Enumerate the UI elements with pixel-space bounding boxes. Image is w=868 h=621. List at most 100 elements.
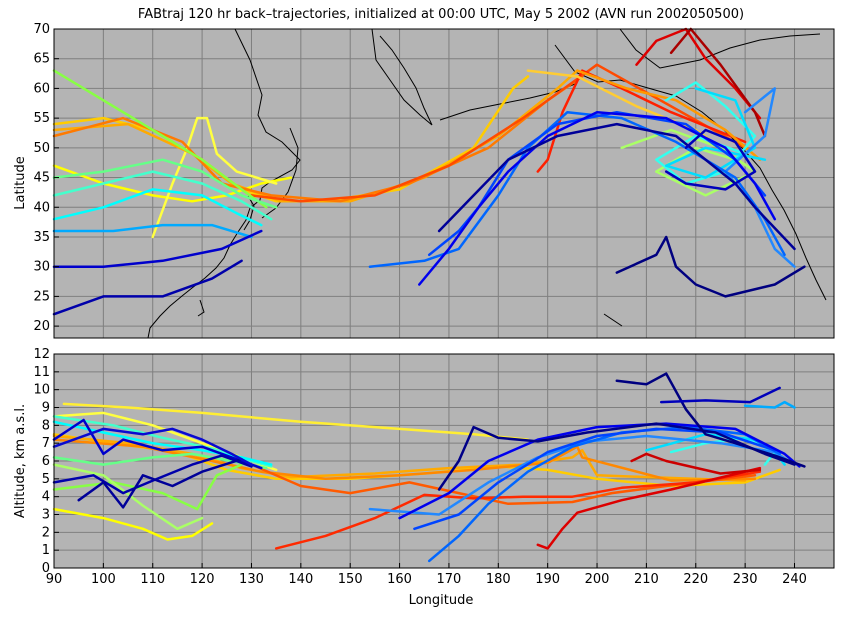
x-tick-label: 220: [683, 572, 708, 587]
altitude-y-axis-label: Altitude, km a.s.l.: [13, 404, 28, 518]
trajectory-line: [398, 422, 801, 520]
y-tick-label: 0: [42, 561, 50, 576]
y-tick-label: 7: [42, 436, 50, 451]
trajectory-line: [669, 27, 767, 138]
map-plot-background: [54, 29, 834, 338]
y-tick-label: 5: [42, 472, 50, 487]
trajectory-line: [52, 188, 263, 227]
trajectory-line: [52, 438, 757, 482]
y-tick-label: 4: [42, 490, 50, 505]
coastline-hawaii: [603, 313, 623, 327]
trajectory-line: [664, 87, 767, 179]
y-tick-label: 70: [33, 22, 50, 37]
coastline-taiwan: [197, 299, 205, 317]
coastline-kamchatka: [371, 28, 433, 126]
trajectory-line: [52, 463, 204, 531]
x-tick-label: 210: [634, 572, 659, 587]
x-tick-label: 230: [733, 572, 758, 587]
y-tick-label: 50: [33, 141, 50, 156]
x-tick-label: 240: [782, 572, 807, 587]
x-axis-label: Longitude: [409, 593, 474, 608]
y-tick-label: 8: [42, 418, 50, 433]
trajectory-line: [274, 470, 762, 550]
y-tick-label: 10: [33, 383, 50, 398]
trajectory-line: [437, 122, 796, 251]
x-tick-label: 130: [239, 572, 264, 587]
trajectory-line: [615, 372, 806, 468]
trajectory-line: [52, 434, 747, 482]
map-plot-frame: [53, 28, 835, 339]
coastline-japan: [261, 127, 299, 219]
coastline-alaska-north: [619, 28, 821, 69]
map-trajectories: [52, 27, 806, 316]
trajectory-line: [52, 158, 278, 209]
trajectory-line: [536, 466, 762, 550]
trajectory-line: [664, 128, 757, 191]
y-tick-label: 2: [42, 525, 50, 540]
x-tick-label: 190: [535, 572, 560, 587]
trajectory-line: [52, 454, 253, 495]
x-tick-label: 160: [387, 572, 412, 587]
figure-title: FABtraj 120 hr back–trajectories, initia…: [138, 7, 744, 22]
x-tick-label: 120: [190, 572, 215, 587]
trajectory-line: [52, 170, 273, 221]
y-tick-label: 3: [42, 508, 50, 523]
y-tick-label: 55: [33, 111, 50, 126]
trajectory-line: [62, 402, 530, 441]
trajectory-line: [52, 69, 268, 209]
y-tick-label: 11: [33, 365, 50, 380]
y-tick-label: 40: [33, 200, 50, 215]
y-tick-label: 9: [42, 401, 50, 416]
trajectory-line: [52, 229, 263, 268]
trajectory-line: [437, 422, 796, 491]
trajectory-line: [635, 27, 762, 120]
y-tick-label: 6: [42, 454, 50, 469]
trajectory-line: [620, 128, 757, 197]
trajectory-line: [250, 63, 747, 203]
y-tick-label: 1: [42, 543, 50, 558]
trajectory-line: [77, 457, 243, 509]
trajectory-line: [536, 69, 747, 173]
map-y-axis-label: Latitude: [13, 156, 28, 210]
x-tick-label: 100: [91, 572, 116, 587]
trajectory-line: [576, 69, 762, 161]
y-tick-label: 60: [33, 81, 50, 96]
map-y-ticks: 20 25 30 35 40 45 50 55 60 65 70: [33, 22, 59, 334]
x-tick-label: 140: [288, 572, 313, 587]
y-tick-label: 45: [33, 171, 50, 186]
map-panel: 20 25 30 35 40 45 50 55 60 65 70 Latitude: [13, 22, 835, 339]
x-tick-label: 90: [46, 572, 63, 587]
x-tick-label: 180: [486, 572, 511, 587]
trajectory-line: [52, 427, 253, 466]
trajectory-line: [52, 223, 253, 239]
trajectory-line: [427, 425, 781, 563]
trajectory-line: [52, 415, 273, 468]
trajectory-line: [52, 507, 214, 541]
y-tick-label: 65: [33, 52, 50, 67]
x-tick-label: 110: [140, 572, 165, 587]
coastline-asia: [147, 28, 301, 339]
y-tick-label: 12: [33, 347, 50, 362]
altitude-trajectories: [52, 372, 806, 563]
y-tick-label: 30: [33, 260, 50, 275]
coastline-aleutians: [439, 83, 576, 121]
trajectory-line: [418, 110, 777, 286]
y-tick-label: 20: [33, 319, 50, 334]
trajectory-line: [52, 75, 530, 203]
trajectory-line: [630, 452, 762, 475]
x-tick-label: 150: [338, 572, 363, 587]
x-tick-label: 170: [437, 572, 462, 587]
trajectory-line: [368, 110, 786, 268]
x-tick-label: 200: [585, 572, 610, 587]
coastline-korea: [243, 195, 255, 231]
x-ticks: 90 100 110 120 130 140 150 160 170 180 190 200 210 22…: [46, 563, 807, 587]
trajectory-line: [52, 259, 243, 316]
trajectory-line: [427, 110, 767, 257]
trajectory-line: [743, 400, 796, 409]
trajectory-line: [52, 418, 263, 470]
trajectory-line: [659, 386, 781, 404]
y-tick-label: 25: [33, 289, 50, 304]
